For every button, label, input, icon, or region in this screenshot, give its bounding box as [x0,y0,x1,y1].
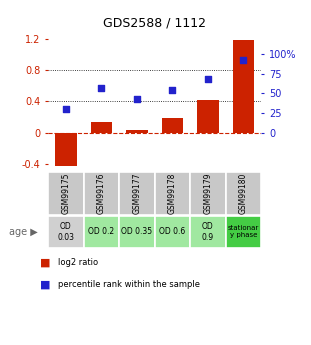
Text: stationar
y phase: stationar y phase [228,225,259,238]
Bar [197,100,219,132]
Bar [162,118,183,132]
Text: log2 ratio: log2 ratio [58,258,98,267]
FancyBboxPatch shape [190,172,226,215]
FancyBboxPatch shape [119,172,155,215]
Text: ■: ■ [40,257,51,267]
Text: GSM99180: GSM99180 [239,173,248,214]
FancyBboxPatch shape [119,216,155,248]
Text: GSM99177: GSM99177 [132,173,142,214]
FancyBboxPatch shape [190,216,226,248]
Text: age ▶: age ▶ [9,227,38,237]
FancyBboxPatch shape [155,172,190,215]
Text: GSM99178: GSM99178 [168,173,177,214]
Text: OD 0.35: OD 0.35 [121,227,152,236]
Text: GSM99179: GSM99179 [203,173,212,214]
FancyBboxPatch shape [84,172,119,215]
Text: percentile rank within the sample: percentile rank within the sample [58,280,200,289]
Bar [91,122,112,132]
Bar [55,132,77,166]
Text: GSM99175: GSM99175 [62,173,71,214]
Bar [233,40,254,132]
Title: GDS2588 / 1112: GDS2588 / 1112 [103,17,206,30]
Bar [126,130,148,132]
Point [99,85,104,91]
FancyBboxPatch shape [84,216,119,248]
Point [63,106,68,112]
Point [206,77,211,82]
Point [134,96,139,102]
FancyBboxPatch shape [48,216,84,248]
FancyBboxPatch shape [226,172,261,215]
Text: OD 0.2: OD 0.2 [88,227,114,236]
Text: GSM99176: GSM99176 [97,173,106,214]
Text: OD
0.9: OD 0.9 [202,222,214,242]
Text: ■: ■ [40,280,51,289]
FancyBboxPatch shape [155,216,190,248]
Text: OD
0.03: OD 0.03 [58,222,74,242]
Point [170,87,175,92]
FancyBboxPatch shape [226,216,261,248]
Point [241,57,246,63]
Text: OD 0.6: OD 0.6 [159,227,186,236]
FancyBboxPatch shape [48,172,84,215]
